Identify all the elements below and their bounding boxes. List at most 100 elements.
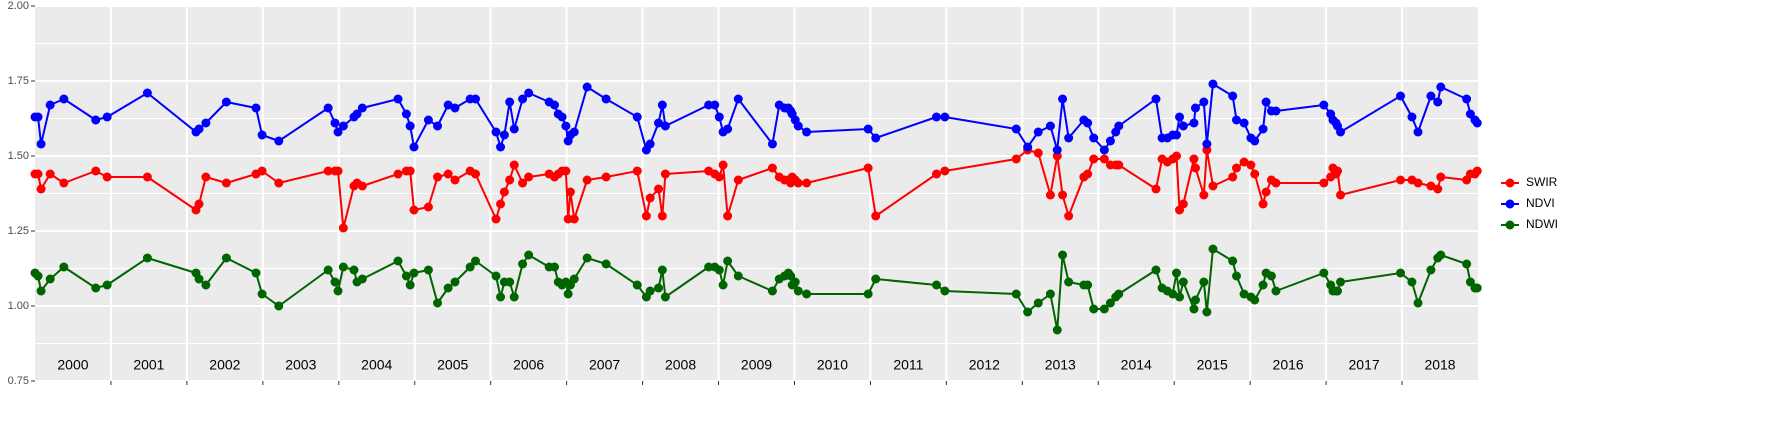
- data-point: [1171, 268, 1181, 278]
- data-point: [33, 271, 43, 281]
- data-point: [1033, 127, 1043, 137]
- data-point: [470, 169, 480, 179]
- data-point: [443, 283, 453, 293]
- data-point: [1231, 271, 1241, 281]
- data-point: [393, 169, 403, 179]
- data-point: [601, 94, 611, 104]
- data-point: [1396, 175, 1406, 185]
- data-point: [450, 277, 460, 287]
- x-tick-label: 2017: [1349, 357, 1380, 373]
- data-point: [59, 178, 69, 188]
- data-point: [1178, 277, 1188, 287]
- x-tick-label: 2016: [1273, 357, 1304, 373]
- data-point: [1319, 178, 1329, 188]
- data-point: [723, 124, 733, 134]
- data-point: [1436, 250, 1446, 260]
- data-point: [91, 283, 101, 293]
- data-point: [257, 166, 267, 176]
- data-point: [1175, 292, 1185, 302]
- data-point: [1426, 181, 1436, 191]
- data-point: [338, 121, 348, 131]
- data-point: [660, 121, 670, 131]
- data-point: [641, 211, 651, 221]
- x-tick-label: 2009: [741, 357, 772, 373]
- data-point: [1258, 124, 1268, 134]
- data-point: [714, 172, 724, 182]
- data-point: [1089, 304, 1099, 314]
- data-point: [393, 94, 403, 104]
- data-point: [142, 88, 152, 98]
- data-point: [333, 286, 343, 296]
- data-point: [323, 166, 333, 176]
- data-point: [723, 211, 733, 221]
- data-point: [221, 178, 231, 188]
- data-point: [323, 265, 333, 275]
- legend-marker: [1505, 199, 1515, 209]
- data-point: [518, 94, 528, 104]
- data-point: [491, 127, 501, 137]
- data-point: [251, 268, 261, 278]
- data-point: [1319, 268, 1329, 278]
- data-point: [601, 259, 611, 269]
- data-point: [1178, 121, 1188, 131]
- data-point: [274, 301, 284, 311]
- data-point: [1436, 82, 1446, 92]
- data-point: [1336, 190, 1346, 200]
- data-point: [1064, 277, 1074, 287]
- data-point: [36, 139, 46, 149]
- data-point: [59, 94, 69, 104]
- data-point: [1332, 286, 1342, 296]
- data-point: [1239, 289, 1249, 299]
- data-point: [1426, 265, 1436, 275]
- data-point: [931, 112, 941, 122]
- data-point: [142, 253, 152, 263]
- data-point: [1151, 94, 1161, 104]
- data-point: [1407, 112, 1417, 122]
- data-point: [1064, 211, 1074, 221]
- data-point: [660, 169, 670, 179]
- data-point: [1175, 112, 1185, 122]
- data-point: [1239, 157, 1249, 167]
- data-point: [802, 289, 812, 299]
- data-point: [33, 169, 43, 179]
- data-point: [1114, 160, 1124, 170]
- x-tick-label: 2002: [209, 357, 240, 373]
- data-point: [1190, 163, 1200, 173]
- legend-marker: [1505, 178, 1515, 188]
- data-point: [524, 172, 534, 182]
- data-point: [194, 124, 204, 134]
- data-point: [733, 94, 743, 104]
- data-point: [274, 136, 284, 146]
- data-point: [632, 166, 642, 176]
- data-point: [1171, 151, 1181, 161]
- data-point: [569, 274, 579, 284]
- data-point: [1151, 184, 1161, 194]
- legend-marker: [1505, 220, 1515, 230]
- data-point: [405, 280, 415, 290]
- data-point: [1319, 100, 1329, 110]
- data-point: [496, 292, 506, 302]
- data-point: [102, 172, 112, 182]
- data-point: [871, 211, 881, 221]
- data-point: [1462, 94, 1472, 104]
- data-point: [1413, 127, 1423, 137]
- data-point: [405, 166, 415, 176]
- data-point: [1045, 190, 1055, 200]
- data-point: [645, 286, 655, 296]
- x-tick-label: 2004: [361, 357, 392, 373]
- data-point: [505, 97, 515, 107]
- data-point: [505, 277, 515, 287]
- data-point: [1105, 136, 1115, 146]
- data-point: [1258, 280, 1268, 290]
- y-tick-label: 1.25: [8, 225, 29, 237]
- data-point: [714, 265, 724, 275]
- data-point: [102, 112, 112, 122]
- data-point: [582, 175, 592, 185]
- data-point: [561, 121, 571, 131]
- legend-label: NDWI: [1526, 217, 1558, 231]
- data-point: [1271, 286, 1281, 296]
- data-point: [931, 169, 941, 179]
- data-point: [863, 289, 873, 299]
- data-point: [1433, 184, 1443, 194]
- data-point: [274, 178, 284, 188]
